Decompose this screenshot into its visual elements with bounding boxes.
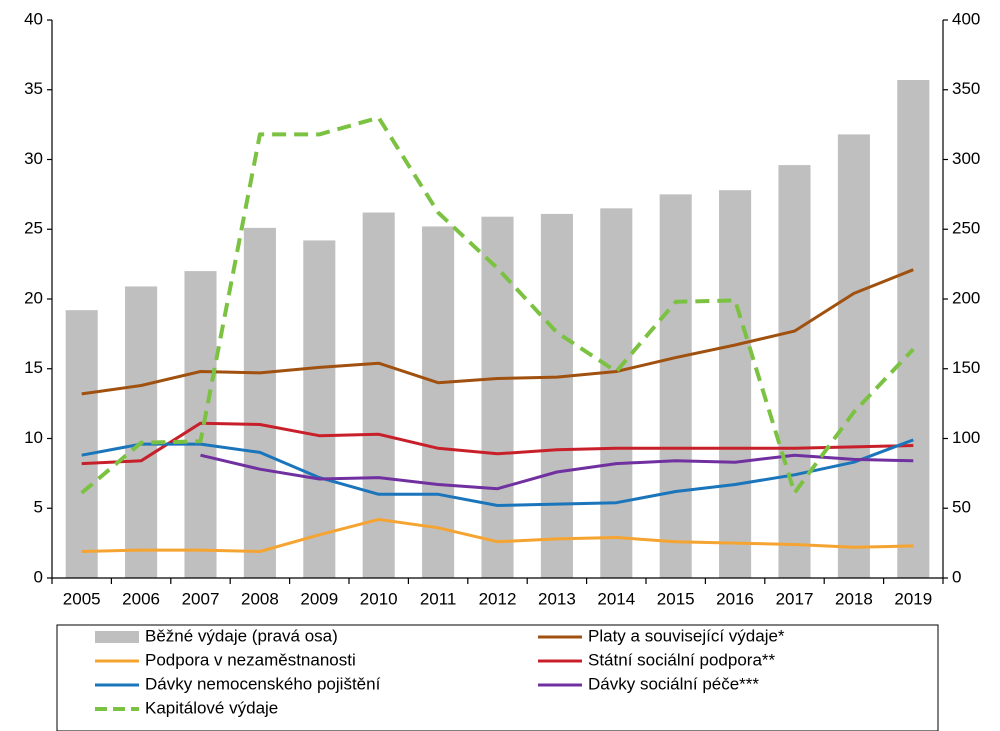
y2-tick-label: 350 [952, 79, 980, 98]
x-tick-label: 2010 [360, 589, 398, 608]
legend-label: Dávky sociální péče*** [588, 674, 759, 693]
bar [362, 212, 395, 578]
y-tick-label: 20 [24, 288, 43, 307]
bar [422, 226, 455, 578]
bar [481, 216, 514, 578]
y-tick-label: 5 [34, 498, 43, 517]
y-tick-label: 40 [24, 9, 43, 28]
y2-tick-label: 0 [952, 567, 961, 586]
y-tick-label: 10 [24, 428, 43, 447]
bar [65, 310, 98, 578]
line [81, 268, 914, 396]
bar [659, 194, 692, 578]
y-tick-label: 35 [24, 79, 43, 98]
x-tick-label: 2012 [479, 589, 517, 608]
y2-tick-label: 400 [952, 9, 980, 28]
legend-label: Státní sociální podpora** [588, 650, 776, 669]
bar [600, 208, 633, 578]
x-tick-label: 2005 [63, 589, 101, 608]
legend-label: Kapitálové výdaje [145, 698, 278, 717]
line [81, 421, 914, 466]
bar [837, 134, 870, 578]
legend-label: Platy a související výdaje* [588, 626, 785, 645]
x-tick-label: 2015 [657, 589, 695, 608]
y-tick-label: 30 [24, 149, 43, 168]
y2-tick-label: 200 [952, 288, 980, 307]
bar [303, 240, 336, 578]
x-tick-label: 2014 [597, 589, 635, 608]
bar [243, 227, 276, 579]
bar [897, 79, 930, 579]
x-tick-label: 2007 [182, 589, 220, 608]
x-tick-label: 2018 [835, 589, 873, 608]
x-tick-label: 2013 [538, 589, 576, 608]
x-tick-label: 2019 [894, 589, 932, 608]
y2-tick-label: 50 [952, 498, 971, 517]
y-tick-label: 0 [34, 567, 43, 586]
bar [540, 213, 573, 578]
bar [719, 190, 752, 578]
y2-tick-label: 150 [952, 358, 980, 377]
line [81, 517, 914, 553]
legend-box [56, 624, 939, 731]
bar [778, 165, 811, 578]
y2-tick-label: 100 [952, 428, 980, 447]
legend-label: Dávky nemocenského pojištění [145, 674, 381, 693]
x-tick-label: 2009 [300, 589, 338, 608]
x-tick-label: 2011 [420, 589, 457, 608]
y-tick-label: 15 [24, 358, 43, 377]
x-tick-label: 2008 [241, 589, 279, 608]
line [81, 438, 914, 507]
line [200, 453, 914, 491]
y2-tick-label: 250 [952, 219, 980, 238]
legend-label: Běžné výdaje (pravá osa) [145, 626, 338, 645]
x-tick-label: 2016 [716, 589, 754, 608]
legend-label: Podpora v nezaměstnanosti [145, 650, 356, 669]
x-tick-label: 2017 [776, 589, 814, 608]
x-tick-label: 2006 [122, 589, 160, 608]
bar [125, 286, 158, 578]
legend-swatch [95, 631, 139, 643]
y2-tick-label: 300 [952, 149, 980, 168]
y-tick-label: 25 [24, 219, 43, 238]
